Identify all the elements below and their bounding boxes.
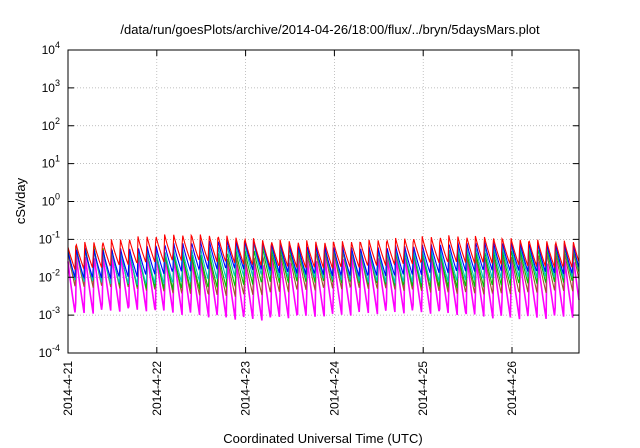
series-line — [67, 238, 580, 280]
y-axis: 10-4 10-3 10-2 10-1 100 101 102 103 104 — [39, 40, 579, 360]
x-tick-label: 2014-4-26 — [505, 361, 519, 416]
y-tick-label: 103 — [42, 78, 60, 95]
y-tick-label: 101 — [42, 154, 60, 171]
x-axis: 2014-4-21 2014-4-22 2014-4-23 2014-4-24 2014… — [61, 50, 519, 416]
y-tick-label: 10-2 — [39, 267, 60, 284]
x-tick-label: 2014-4-22 — [150, 361, 164, 416]
y-axis-label: cSv/day — [13, 177, 28, 224]
x-tick-label: 2014-4-21 — [61, 361, 75, 416]
y-tick-label: 100 — [42, 192, 60, 209]
chart-title: /data/run/goesPlots/archive/2014-04-26/1… — [120, 22, 540, 37]
x-tick-label: 2014-4-25 — [416, 361, 430, 416]
y-tick-label: 10-1 — [39, 229, 60, 246]
series-line — [67, 233, 580, 270]
y-tick-label: 10-3 — [39, 305, 60, 322]
y-tick-label: 10-4 — [39, 343, 60, 360]
y-tick-label: 104 — [42, 40, 60, 57]
y-tick-label: 102 — [42, 116, 60, 133]
x-tick-label: 2014-4-24 — [327, 361, 341, 416]
x-tick-label: 2014-4-23 — [239, 361, 253, 416]
series-group — [67, 233, 580, 321]
x-axis-label: Coordinated Universal Time (UTC) — [223, 431, 422, 446]
